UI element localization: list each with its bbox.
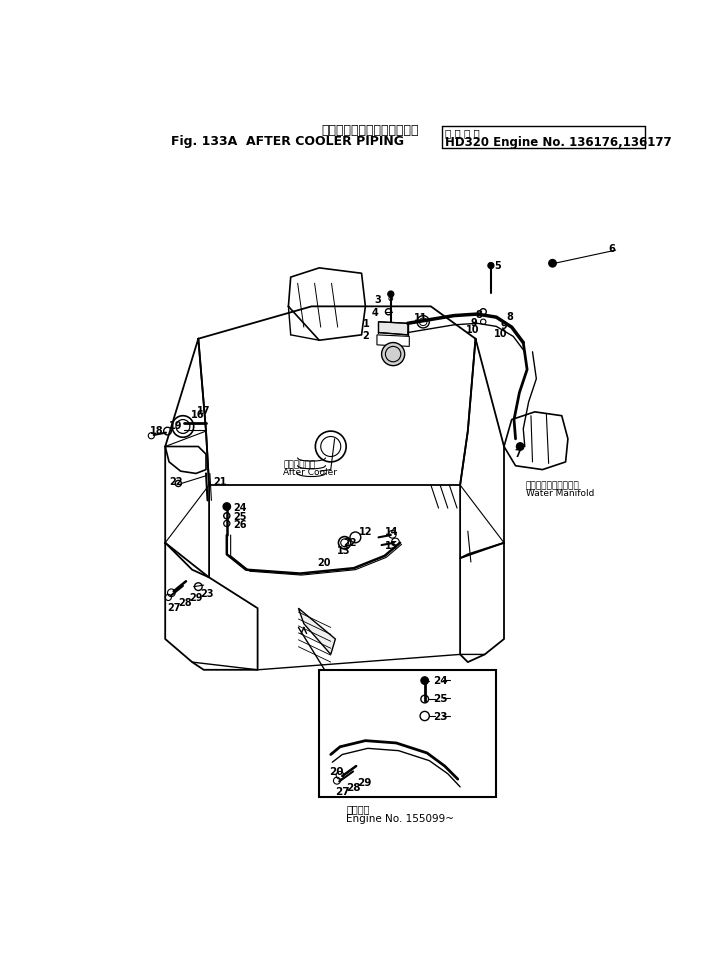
Text: 4: 4 [372, 307, 378, 318]
Text: 21: 21 [214, 477, 227, 486]
Text: 5: 5 [494, 261, 501, 270]
Text: 17: 17 [197, 405, 210, 415]
Text: Fig. 133A  AFTER COOLER PIPING: Fig. 133A AFTER COOLER PIPING [171, 135, 404, 148]
Text: 8: 8 [476, 310, 482, 320]
Circle shape [516, 443, 524, 451]
Text: アフタクーラ: アフタクーラ [283, 459, 316, 468]
Text: After Cooler: After Cooler [283, 467, 337, 476]
Circle shape [488, 264, 494, 269]
Text: 15: 15 [385, 541, 398, 550]
Text: 適 用 号 機: 適 用 号 機 [445, 128, 479, 139]
Text: 26: 26 [233, 519, 246, 529]
Text: 28: 28 [178, 598, 192, 608]
Circle shape [549, 260, 557, 267]
Text: 27: 27 [336, 787, 350, 797]
Text: 16: 16 [191, 410, 204, 420]
Text: 23: 23 [433, 711, 448, 721]
Text: 25: 25 [233, 512, 246, 521]
Circle shape [388, 292, 394, 297]
Text: 23: 23 [200, 588, 214, 598]
Polygon shape [377, 335, 409, 347]
Text: 19: 19 [169, 421, 183, 430]
Circle shape [421, 677, 429, 685]
Text: 8: 8 [506, 311, 513, 322]
Text: 14: 14 [385, 527, 398, 537]
Text: 9: 9 [500, 321, 507, 330]
Text: 12: 12 [359, 527, 372, 537]
Text: 1: 1 [362, 319, 369, 328]
Text: 13: 13 [337, 546, 350, 556]
Polygon shape [298, 609, 336, 655]
Text: 11: 11 [414, 313, 427, 323]
Text: 3: 3 [374, 295, 380, 304]
Bar [319, 671, 496, 797]
Text: 25: 25 [433, 694, 448, 703]
Text: 28: 28 [346, 782, 361, 792]
Text: Water Manifold: Water Manifold [526, 488, 594, 498]
Text: 適用号機: 適用号機 [346, 803, 370, 814]
Text: 22: 22 [169, 477, 183, 486]
Text: 2: 2 [362, 330, 369, 340]
Text: HD320 Engine No. 136176,136177: HD320 Engine No. 136176,136177 [445, 136, 671, 149]
Text: 10: 10 [466, 326, 479, 335]
Text: 22: 22 [343, 538, 357, 547]
Text: 18: 18 [149, 425, 163, 435]
Text: ウォータマニホールド: ウォータマニホールド [526, 481, 579, 490]
Text: 24: 24 [233, 502, 246, 512]
Text: 29: 29 [357, 777, 371, 788]
Text: 6: 6 [608, 243, 614, 254]
Text: Engine No. 155099~: Engine No. 155099~ [346, 813, 454, 823]
Circle shape [381, 343, 404, 366]
Text: 27: 27 [168, 602, 181, 612]
Text: 24: 24 [433, 675, 448, 685]
Text: アフタ　クーラ　パイピング: アフタ クーラ パイピング [321, 124, 419, 137]
Text: 10: 10 [494, 328, 508, 338]
Text: 20: 20 [329, 766, 344, 776]
Text: 29: 29 [189, 593, 203, 603]
Text: 7: 7 [514, 449, 521, 458]
Circle shape [223, 503, 230, 511]
Polygon shape [378, 323, 408, 335]
Text: 20: 20 [317, 557, 331, 568]
Text: 9: 9 [471, 318, 478, 328]
